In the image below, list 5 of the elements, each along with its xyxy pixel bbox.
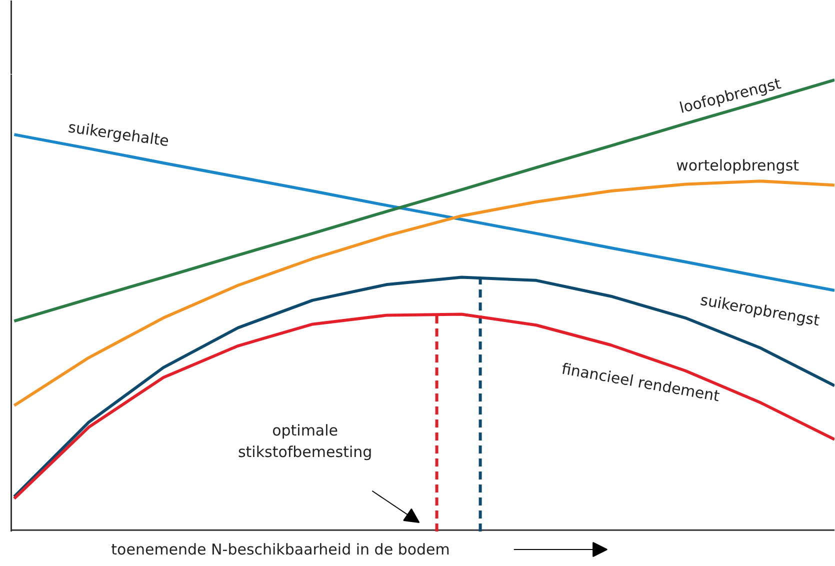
text: financieel rendement [560, 360, 722, 406]
text: suikergehalte [67, 118, 170, 150]
annotation: optimale stikstofbemesting [238, 421, 372, 461]
series-label: wortelopbrengst [676, 156, 800, 175]
x-axis-title: toenemende N-beschikbaarheid in de bodem [111, 540, 450, 558]
